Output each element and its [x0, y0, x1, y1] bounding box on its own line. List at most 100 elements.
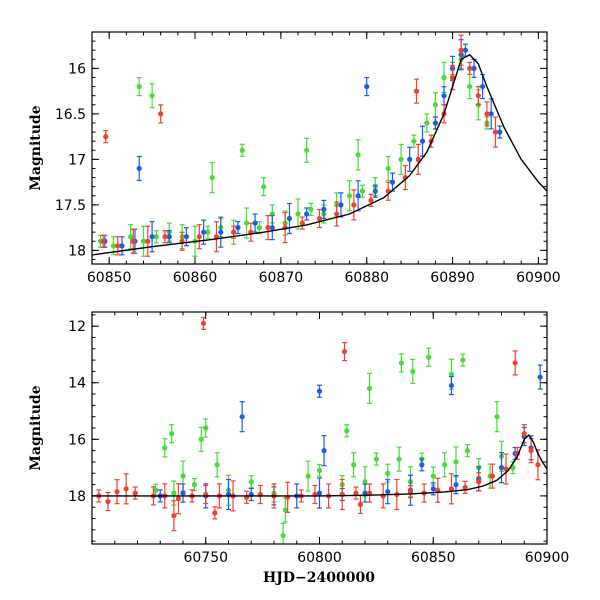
bottom-series-2-point	[257, 484, 263, 505]
bottom-series-2-point	[203, 484, 209, 505]
top-series-2-point	[196, 224, 202, 250]
top-model-curve	[92, 53, 547, 256]
bottom-series-2-point	[114, 479, 120, 505]
bottom-series-0-point	[351, 452, 357, 478]
bottom-series-0-point	[248, 475, 254, 489]
top-series-1-point	[364, 76, 370, 97]
top-series-0-point	[209, 161, 215, 194]
top-series-1-point	[480, 73, 486, 100]
top-series-2-point	[413, 78, 420, 104]
bottom-series-1-point	[239, 401, 245, 433]
top-series-1-point	[218, 216, 224, 248]
bottom-series-0-point	[169, 424, 175, 444]
bottom-series-2-point	[212, 506, 218, 520]
bottom-series-1-point	[321, 435, 327, 467]
bottom-y-tick-label: 18	[68, 489, 86, 505]
bottom-series-0-point	[460, 353, 466, 367]
top-series-1-point	[304, 207, 310, 221]
bottom-series-2-point	[462, 480, 468, 495]
top-series-2-point	[103, 130, 109, 144]
bottom-series-1-point	[362, 483, 368, 503]
bottom-series-0-point	[430, 466, 436, 486]
top-panel: 60850 60860 60870 60880 60890 60900 16 16.5 17 17…	[28, 31, 561, 286]
bottom-y-tick-label: 14	[68, 376, 86, 392]
top-series-0-point	[239, 143, 245, 157]
top-series-2-point	[248, 222, 254, 242]
top-series-2-point	[385, 181, 391, 201]
bottom-series-2-point	[132, 486, 138, 500]
top-series-1-point	[407, 146, 413, 172]
top-series-1-point	[441, 86, 447, 106]
top-axes: 60850 60860 60870 60880 60890 60900 16 16.5 17 17…	[55, 31, 561, 286]
bottom-series-0-point	[373, 452, 379, 466]
top-series-2-point	[100, 234, 106, 248]
top-series-2-point	[492, 116, 499, 148]
bottom-series-2-point	[244, 490, 250, 504]
bottom-series-2-point	[353, 486, 359, 500]
top-series-1-point	[432, 116, 438, 130]
top-y-axis-label: Magnitude	[28, 105, 44, 190]
bottom-axes: 60750 60800 60850 60900 12 14 16 18	[68, 312, 569, 566]
bottom-x-axis-label: HJD−2400000	[263, 570, 375, 586]
top-series-0-point	[359, 184, 366, 198]
top-series-2-point	[475, 86, 481, 106]
top-series-1-point	[166, 230, 172, 244]
top-plot-frame	[91, 31, 548, 265]
bottom-series-0-point	[464, 444, 470, 458]
bottom-x-tick-label: 60900	[525, 550, 570, 566]
bottom-series-0-point	[214, 452, 220, 478]
top-series-1-point	[201, 219, 207, 245]
bottom-series-2-point	[175, 483, 182, 515]
top-series-1-point	[136, 155, 142, 182]
top-series-2-point	[415, 143, 421, 175]
bottom-series-0-point	[191, 477, 197, 492]
top-x-tick-label: 60870	[259, 270, 304, 286]
top-y-tick-label: 17	[68, 152, 86, 168]
top-series-0-point	[295, 198, 301, 230]
top-y-tick-label: 16	[68, 61, 86, 77]
top-y-tick-label: 17.5	[55, 198, 86, 214]
top-series-2-point	[334, 201, 340, 227]
top-series-0-point	[432, 92, 438, 118]
bottom-series-1-point	[419, 458, 425, 472]
top-series-0-point	[261, 177, 267, 197]
bottom-plot-area	[92, 316, 547, 544]
bottom-series-0-point	[366, 372, 373, 404]
top-series-2-point	[299, 216, 305, 230]
bottom-series-2-point	[380, 483, 386, 509]
bottom-series-0-point	[198, 426, 204, 452]
top-series-0-point	[346, 180, 353, 212]
bottom-series-0-point	[453, 446, 459, 478]
bottom-series-2-point	[435, 477, 441, 503]
bottom-series-2-point	[312, 484, 318, 505]
bottom-series-2-point	[357, 494, 364, 514]
bottom-series-2-point	[341, 342, 348, 362]
top-series-2-point	[484, 101, 490, 127]
top-series-0-point	[467, 73, 473, 100]
top-series-1-point	[235, 221, 241, 235]
top-series-1-point	[355, 180, 361, 212]
top-series-0-point	[243, 207, 250, 239]
bottom-series-2-point	[200, 316, 207, 330]
top-series-1-point	[252, 213, 258, 233]
bottom-series-0-point	[203, 418, 209, 438]
bottom-series-0-point	[305, 460, 311, 492]
top-series-1-point	[389, 172, 396, 192]
bottom-series-0-point	[316, 463, 323, 478]
bottom-x-tick-label: 60800	[297, 550, 342, 566]
top-series-1-point	[497, 125, 503, 139]
top-x-tick-label: 60900	[516, 270, 561, 286]
top-series-0-point	[136, 76, 142, 97]
top-series-0-point	[424, 113, 430, 133]
bottom-series-0-point	[344, 424, 350, 438]
top-series-1-point	[286, 202, 293, 235]
bottom-series-2-point	[489, 463, 495, 489]
top-series-0-point	[153, 230, 159, 244]
top-series-2-point	[351, 189, 357, 221]
top-series-0-point	[308, 202, 314, 217]
bottom-series-2-point	[503, 453, 509, 485]
bottom-y-axis-label: Magnitude	[28, 385, 44, 470]
top-series-1-point	[372, 184, 378, 198]
bottom-series-0-point	[162, 438, 168, 458]
